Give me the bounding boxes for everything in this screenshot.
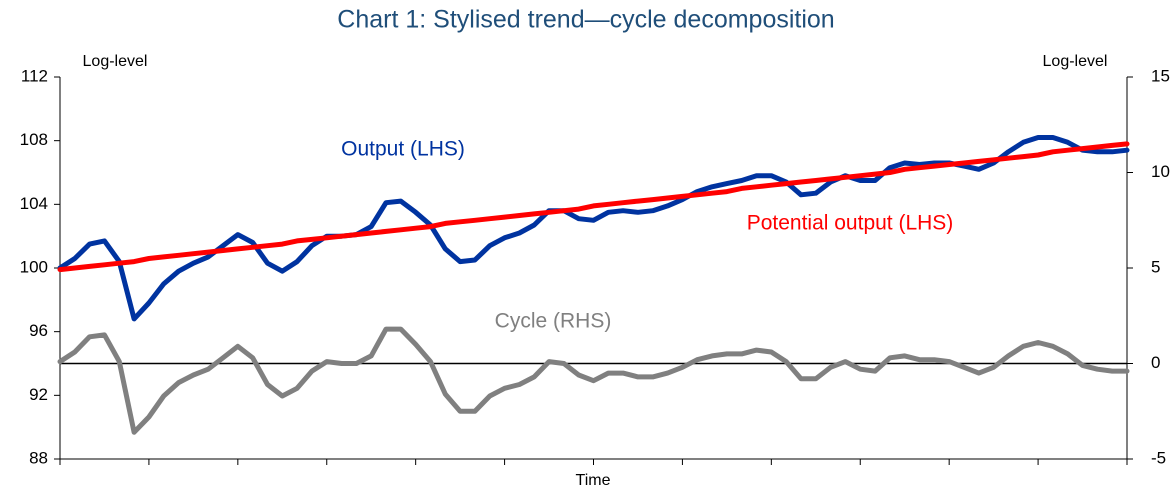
y-tick-label: 88 — [29, 448, 48, 467]
x-axis-label: Time — [576, 472, 611, 489]
y2-tick-label: 10 — [1151, 162, 1170, 181]
series-line — [57, 326, 1130, 435]
y-tick-label: 100 — [20, 257, 48, 276]
series-label: Output (LHS) — [341, 138, 465, 161]
y-axis-label: Log-level — [83, 53, 148, 70]
y2-tick-label: 15 — [1151, 66, 1170, 85]
y-tick-label: 104 — [20, 194, 48, 213]
y-tick-label: 96 — [29, 321, 48, 340]
chart-title: Chart 1: Stylised trend—cycle decomposit… — [337, 6, 834, 34]
y-tick-label: 92 — [29, 385, 48, 404]
series-line — [57, 141, 1130, 273]
y-tick-label: 108 — [20, 130, 48, 149]
y2-tick-label: 0 — [1151, 353, 1160, 372]
y2-tick-label: -5 — [1151, 448, 1166, 467]
y2-tick-label: 5 — [1151, 257, 1160, 276]
series-label: Cycle (RHS) — [495, 310, 612, 333]
y2-axis-label: Log-level — [1043, 53, 1108, 70]
series-label: Potential output (LHS) — [747, 212, 954, 235]
y-tick-label: 112 — [21, 66, 48, 85]
